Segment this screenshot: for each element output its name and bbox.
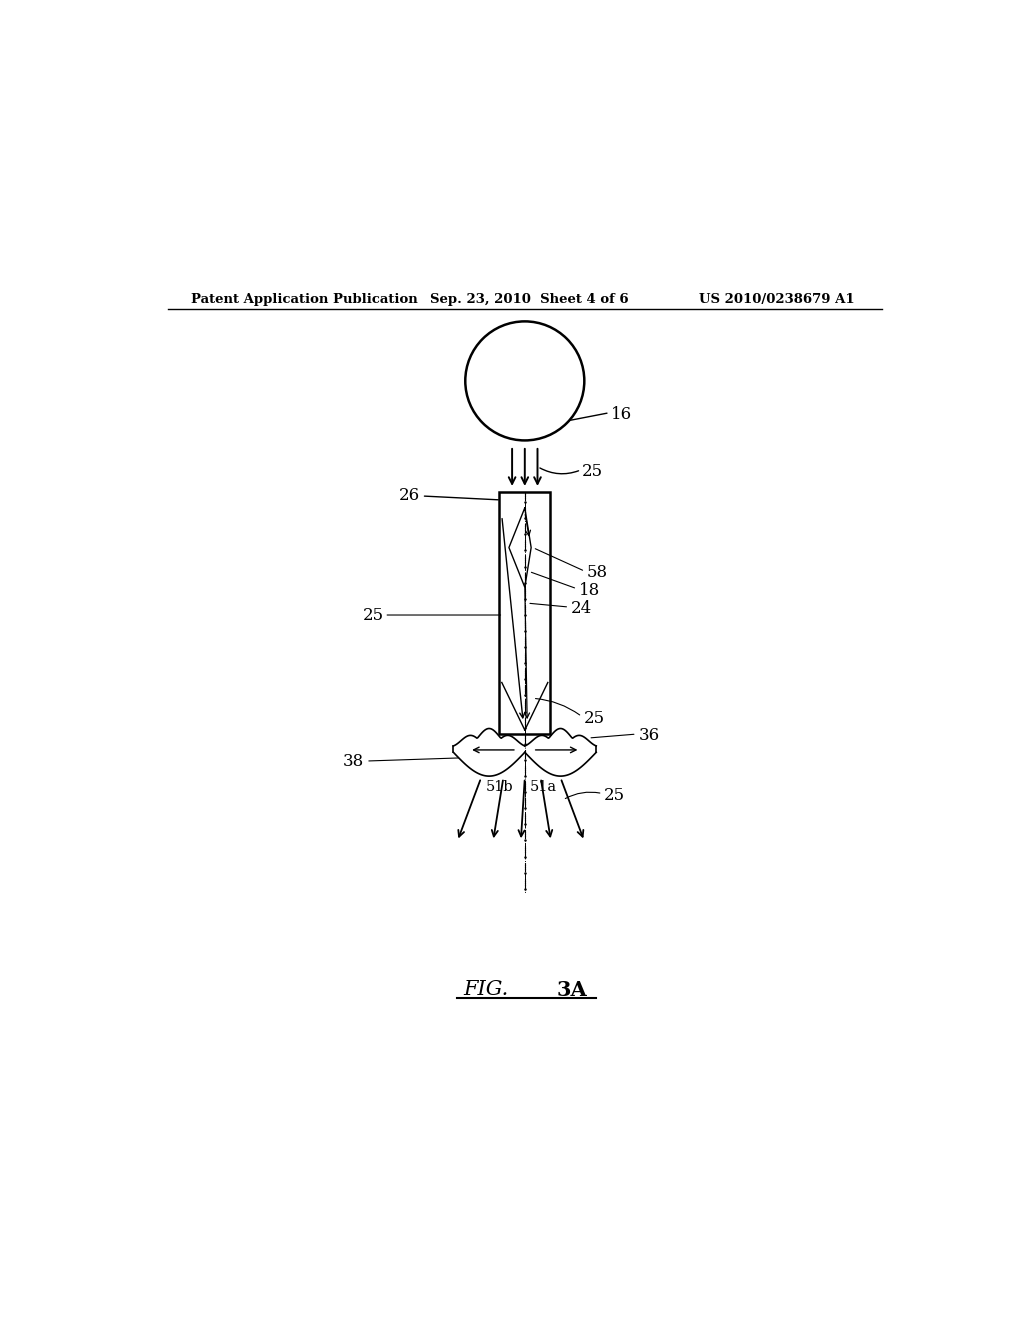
Text: 51a: 51a <box>529 780 557 795</box>
Text: 25: 25 <box>604 787 626 804</box>
Text: 18: 18 <box>579 582 600 599</box>
Text: 58: 58 <box>587 565 608 581</box>
Text: US 2010/0238679 A1: US 2010/0238679 A1 <box>699 293 855 306</box>
Text: 36: 36 <box>638 727 659 744</box>
Text: 51b: 51b <box>486 780 514 795</box>
Bar <box>500 492 550 734</box>
Text: 25: 25 <box>582 463 603 480</box>
Text: 25: 25 <box>362 606 384 623</box>
Text: Patent Application Publication: Patent Application Publication <box>191 293 418 306</box>
Text: 24: 24 <box>570 601 592 618</box>
Text: Sep. 23, 2010  Sheet 4 of 6: Sep. 23, 2010 Sheet 4 of 6 <box>430 293 628 306</box>
Text: 25: 25 <box>584 710 604 727</box>
Text: 26: 26 <box>399 487 420 504</box>
Text: 3A: 3A <box>557 979 588 999</box>
Text: 38: 38 <box>343 754 365 771</box>
Text: 16: 16 <box>610 405 632 422</box>
Text: FIG.: FIG. <box>464 979 509 999</box>
